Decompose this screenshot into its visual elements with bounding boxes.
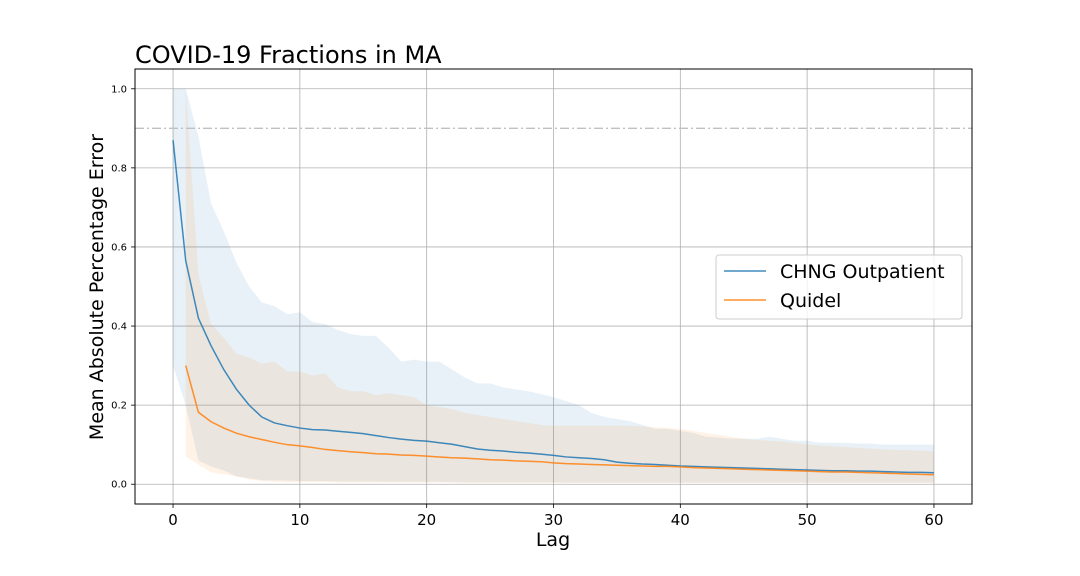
x-axis-label: Lag [536, 529, 570, 551]
y-axis-label: Mean Absolute Percentage Error [86, 134, 108, 440]
legend-label-quidel: Quidel [780, 290, 841, 312]
x-tick-label: 40 [671, 511, 690, 529]
series-line-quidel [185, 365, 934, 476]
y-tick-label: 0.8 [111, 163, 127, 174]
x-tick-label: 0 [168, 511, 178, 529]
y-tick-label: 0.2 [111, 401, 127, 412]
x-tick-label: 50 [798, 511, 817, 529]
legend-label-chng-outpatient: CHNG Outpatient [780, 261, 945, 283]
y-tick-label: 1.0 [111, 84, 127, 95]
series-lines [172, 140, 934, 476]
legend-box [715, 254, 963, 320]
series-line-chng-outpatient [172, 140, 934, 474]
axis-ticks: 0 10 20 30 40 50 60 0.0 0.2 0.4 0.6 0.8 1.0 [111, 84, 943, 529]
x-tick-label: 30 [544, 511, 563, 529]
x-tick-label: 20 [417, 511, 436, 529]
band-chng-outpatient [173, 88, 934, 483]
confidence-bands [173, 88, 934, 484]
band-quidel [185, 88, 934, 484]
legend: CHNG Outpatient Quidel [715, 254, 963, 320]
y-tick-label: 0.4 [111, 322, 127, 333]
x-tick-label: 10 [290, 511, 309, 529]
y-tick-label: 0.6 [111, 242, 127, 253]
y-tick-label: 0.0 [111, 480, 127, 491]
chart-title: COVID-19 Fractions in MA [135, 41, 442, 69]
x-tick-label: 60 [924, 511, 943, 529]
